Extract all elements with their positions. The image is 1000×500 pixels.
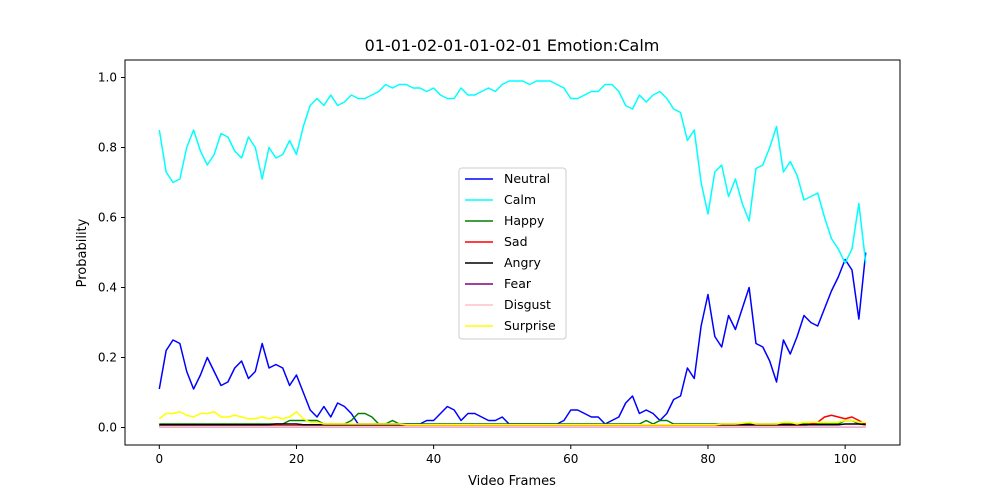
x-tick-label: 20 [289, 452, 304, 466]
legend-label-surprise: Surprise [504, 318, 556, 333]
y-axis: 0.0 0.2 0.4 0.6 0.8 1.0 [98, 71, 125, 435]
y-tick-label: 1.0 [98, 71, 117, 85]
plot-frame [124, 59, 901, 446]
legend-label-angry: Angry [504, 255, 542, 270]
legend-label-happy: Happy [504, 213, 545, 228]
x-tick-label: 60 [563, 452, 578, 466]
legend-label-sad: Sad [504, 234, 528, 249]
y-axis-label: Probability [75, 218, 90, 287]
chart-title: 01-01-02-01-01-02-01 Emotion:Calm [365, 36, 660, 55]
legend-box [458, 167, 567, 340]
x-tick-label: 80 [700, 452, 715, 466]
series-line-surprise [158, 411, 866, 426]
series-line-calm [158, 80, 867, 264]
legend-label-fear: Fear [504, 276, 532, 291]
x-tick-label: 100 [834, 452, 857, 466]
legend-label-calm: Calm [504, 192, 536, 207]
legend-label-disgust: Disgust [504, 297, 551, 312]
y-tick-label: 0.6 [98, 211, 117, 225]
x-tick-label: 0 [155, 452, 163, 466]
x-tick-label: 40 [426, 452, 441, 466]
legend-label-neutral: Neutral [504, 171, 550, 186]
x-axis: 0 20 40 60 80 100 [155, 445, 857, 466]
y-tick-label: 0.8 [98, 141, 117, 155]
legend: Neutral Calm Happy Sad Angry Fear Disgust Surpr… [458, 167, 567, 340]
y-tick-label: 0.2 [98, 351, 117, 365]
x-axis-label: Video Frames [468, 474, 556, 489]
y-tick-label: 0.4 [98, 281, 117, 295]
y-tick-label: 0.0 [98, 421, 117, 435]
series-layer [158, 80, 867, 428]
